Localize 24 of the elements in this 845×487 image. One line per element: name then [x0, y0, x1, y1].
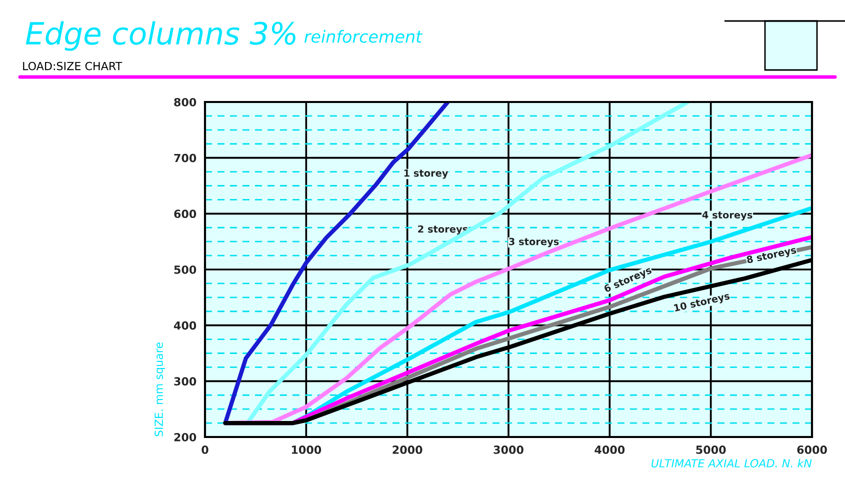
y-tick-label: 600 [174, 210, 196, 218]
x-tick-label: 6000 [797, 446, 827, 454]
series-label: 3 storeys [509, 238, 559, 248]
y-tick-label: 800 [174, 98, 196, 106]
x-tick-label: 4000 [594, 446, 625, 454]
text: 8 storeys [746, 246, 797, 266]
x-tick-label: 0 [202, 446, 208, 454]
y-tick-label: 400 [174, 321, 196, 330]
text: 10 storeys [674, 292, 730, 314]
series-label: 4 storeys [702, 211, 752, 220]
y-axis-title: SIZE. mm square [154, 342, 166, 436]
chart-subtitle: reinforcement [304, 30, 423, 43]
chart-title: Edge columns 3% [26, 21, 296, 51]
y-tick-label: 500 [174, 265, 196, 274]
series-label: 1 storey [404, 170, 448, 179]
text: LOAD:SIZE CHART [23, 62, 122, 70]
x-tick-label: 3000 [494, 446, 524, 454]
x-axis-title: ULTIMATE AXIAL LOAD. N. kN [652, 458, 812, 468]
y-tick-label: 300 [174, 377, 196, 386]
x-tick-label: 1000 [292, 446, 322, 454]
x-tick-label: 5000 [696, 446, 726, 454]
y-tick-label: 200 [174, 432, 196, 442]
x-tick-label: 2000 [392, 446, 422, 454]
y-tick-label: 700 [174, 154, 196, 162]
